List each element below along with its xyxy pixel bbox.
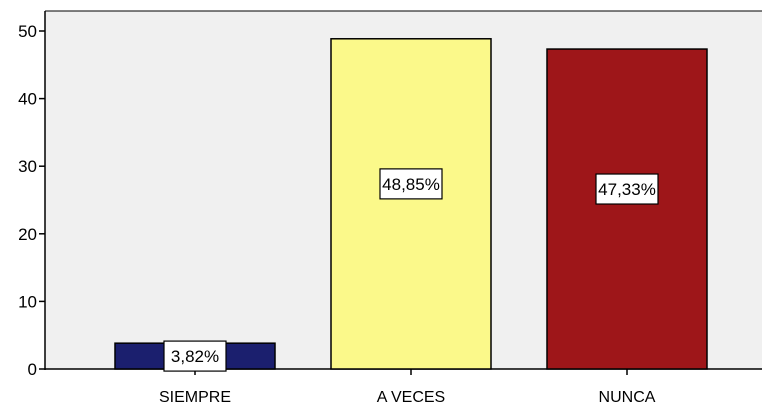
y-tick-label: 40 [18, 90, 37, 109]
bar-nunca [546, 48, 708, 370]
bar-a-veces [330, 38, 492, 370]
x-category-label: NUNCA [599, 389, 656, 406]
x-axis-ticks: SIEMPRE A VECES NUNCA [159, 369, 656, 406]
y-tick-label: 50 [18, 22, 37, 41]
y-tick-label: 20 [18, 225, 37, 244]
y-tick-label: 0 [28, 360, 37, 379]
y-axis-ticks: 0 10 20 30 40 50 [18, 22, 45, 379]
data-label: 3,82% [171, 347, 219, 366]
x-category-label: SIEMPRE [159, 389, 231, 406]
data-labels-group: 3,82% 48,85% 47,33% [163, 168, 659, 372]
data-label-box [595, 173, 659, 205]
data-label-box [163, 340, 227, 372]
data-label-box [379, 168, 443, 200]
y-tick-label: 30 [18, 157, 37, 176]
data-label: 48,85% [382, 175, 440, 194]
y-tick-label: 10 [18, 292, 37, 311]
x-category-label: A VECES [377, 389, 445, 406]
data-label: 47,33% [598, 180, 656, 199]
